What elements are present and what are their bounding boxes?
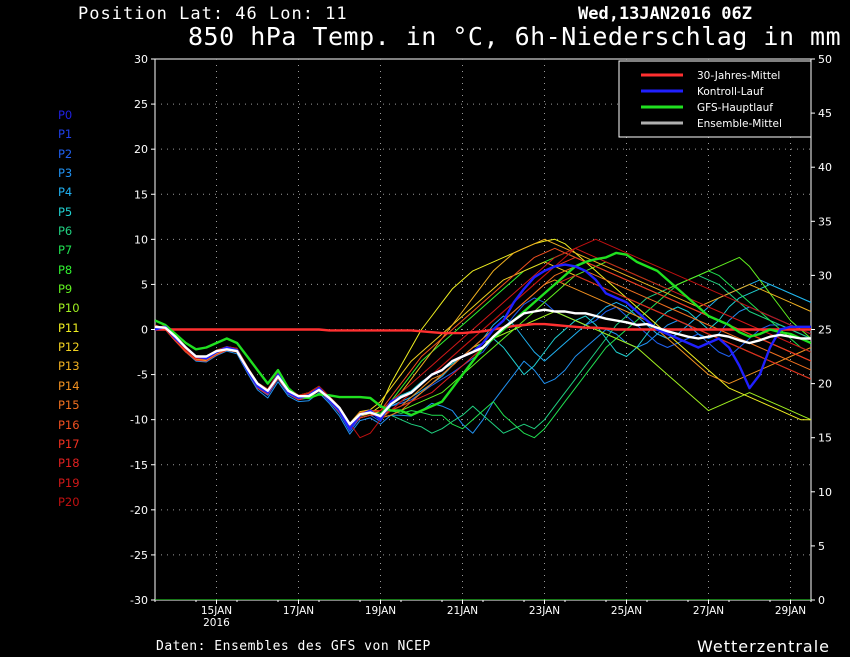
member-label-p16: P16 <box>58 417 80 432</box>
y-right-tick-label: 15 <box>818 432 832 445</box>
y-right-tick-label: 45 <box>818 107 832 120</box>
y-left-tick-label: -20 <box>130 504 148 517</box>
x-tick-label: 27JAN <box>693 605 724 617</box>
y-right-tick-label: 5 <box>818 540 825 553</box>
y-left-tick-label: -30 <box>130 594 148 607</box>
member-label-p17: P17 <box>58 436 80 451</box>
member-label-p4: P4 <box>58 185 73 200</box>
x-tick-label: 29JAN <box>775 605 806 617</box>
x-tick-label: 25JAN <box>611 605 642 617</box>
legend-label: Kontroll-Lauf <box>697 86 764 98</box>
member-label-p15: P15 <box>58 398 80 413</box>
member-label-p11: P11 <box>58 320 80 335</box>
member-line-p6 <box>155 274 811 434</box>
y-left-tick-label: -15 <box>130 459 148 472</box>
member-label-p18: P18 <box>58 456 80 471</box>
member-line-p4 <box>155 283 811 426</box>
y-right-tick-label: 35 <box>818 215 832 228</box>
member-label-p7: P7 <box>58 243 73 258</box>
brand-label: Wetterzentrale <box>697 637 831 656</box>
member-label-p9: P9 <box>58 282 73 297</box>
y-left-tick-label: -25 <box>130 549 148 562</box>
member-label-p8: P8 <box>58 262 73 277</box>
member-line-p13 <box>155 238 811 430</box>
data-source: Daten: Ensembles des GFS von NCEP <box>156 639 431 654</box>
y-right-tick-label: 0 <box>818 594 825 607</box>
member-label-p14: P14 <box>58 378 80 393</box>
y-right-tick-label: 40 <box>818 161 832 174</box>
y-left-tick-label: 15 <box>134 188 148 201</box>
series-line-30-jahres-mittel <box>155 322 811 335</box>
chart-title: 850 hPa Temp. in °C, 6h-Niederschlag in … <box>188 22 842 51</box>
legend-label: GFS-Hauptlauf <box>697 102 773 114</box>
x-tick-label: 23JAN <box>529 605 560 617</box>
member-line-p11 <box>155 238 811 429</box>
y-left-tick-label: 0 <box>141 324 148 337</box>
x-tick-year: 2016 <box>203 617 230 629</box>
position-label: Position Lat: 46 Lon: 11 <box>78 4 348 24</box>
y-left-tick-label: 25 <box>134 98 148 111</box>
member-label-p1: P1 <box>58 127 73 142</box>
member-label-p5: P5 <box>58 204 73 219</box>
member-label-p3: P3 <box>58 166 73 181</box>
member-label-p20: P20 <box>58 494 80 509</box>
legend-label: 30-Jahres-Mittel <box>697 70 780 82</box>
legend-label: Ensemble-Mittel <box>697 118 782 130</box>
member-label-p6: P6 <box>58 224 73 239</box>
y-right-tick-label: 50 <box>818 53 832 66</box>
y-right-tick-label: 10 <box>818 486 832 499</box>
member-label-p0: P0 <box>58 108 73 122</box>
series-line-kontroll-lauf <box>155 263 811 430</box>
member-label-p19: P19 <box>58 475 80 490</box>
y-right-tick-label: 25 <box>818 324 832 337</box>
member-label-p13: P13 <box>58 359 80 374</box>
member-line-p2 <box>155 306 811 435</box>
series-line-ensemble-mittel <box>155 308 811 426</box>
y-right-tick-label: 30 <box>818 269 832 282</box>
member-line-p7 <box>155 270 811 439</box>
member-label-p2: P2 <box>58 146 73 161</box>
member-legend: P0 P1 P2 P3 P4 P5 P6 P7 P8 P9 P10 P11 P12 P13 P14 P15 P1… <box>58 108 80 514</box>
x-tick-label: 17JAN <box>283 605 314 617</box>
x-tick-label: 21JAN <box>447 605 478 617</box>
y-left-tick-label: 30 <box>134 53 148 66</box>
series-line-gfs-hauptlauf <box>155 251 811 417</box>
x-tick-label: 15JAN <box>201 605 232 617</box>
y-left-tick-label: 5 <box>141 278 148 291</box>
y-left-tick-label: 10 <box>134 233 148 246</box>
y-right-tick-label: 20 <box>818 378 832 391</box>
y-left-tick-label: -5 <box>137 369 148 382</box>
y-left-tick-label: 20 <box>134 143 148 156</box>
member-label-p12: P12 <box>58 340 80 355</box>
member-line-p20 <box>155 238 811 439</box>
run-date: Wed,13JAN2016 06Z <box>578 4 752 24</box>
x-tick-label: 19JAN <box>365 605 396 617</box>
member-label-p10: P10 <box>58 301 80 316</box>
y-left-tick-label: -10 <box>130 414 148 427</box>
